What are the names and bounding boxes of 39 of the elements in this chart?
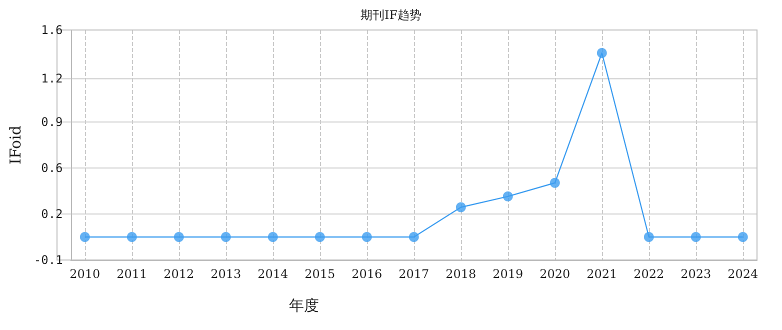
x-tick-label: 2011 (116, 267, 148, 281)
x-tick-label: 2019 (492, 267, 524, 281)
point (644, 232, 654, 242)
y-tick-label: -0.1 (34, 253, 63, 267)
x-tick-label: 2021 (586, 267, 618, 281)
x-axis-title: 年度 (288, 296, 319, 314)
y-axis-title: IFoid (6, 125, 24, 164)
point (80, 232, 90, 242)
point (314, 232, 325, 242)
point (690, 232, 701, 242)
x-tick-label: 2015 (304, 267, 336, 281)
point (268, 232, 278, 242)
x-tick-label: 2014 (258, 267, 289, 281)
point (220, 232, 231, 242)
point (362, 232, 372, 242)
x-tick-label: 2013 (210, 267, 242, 281)
point (456, 202, 466, 212)
x-tick-label: 2022 (634, 267, 664, 281)
point (502, 191, 513, 202)
y-tick-label: 1.6 (41, 23, 63, 37)
x-tick-label: 2010 (70, 267, 100, 281)
y-tick-label: 0.6 (41, 161, 63, 175)
y-tick-label: 0.9 (41, 115, 63, 129)
y-tick-label: 1.2 (41, 72, 63, 86)
point (174, 232, 184, 242)
x-tick-label: 2023 (680, 267, 712, 281)
x-tick-label: 2024 (728, 267, 759, 281)
x-tick-label: 2017 (398, 267, 430, 281)
x-tick-label: 2018 (446, 267, 476, 281)
x-tick-label: 2020 (540, 267, 570, 281)
point (738, 232, 748, 242)
x-tick-label: 2016 (352, 267, 382, 281)
point (126, 232, 137, 242)
y-tick-label: 0.2 (41, 207, 63, 221)
point (550, 178, 560, 188)
point (408, 232, 419, 242)
chart-title: 期刊IF趋势 (360, 8, 422, 22)
x-tick-label: 2012 (164, 267, 194, 281)
point (596, 48, 607, 58)
